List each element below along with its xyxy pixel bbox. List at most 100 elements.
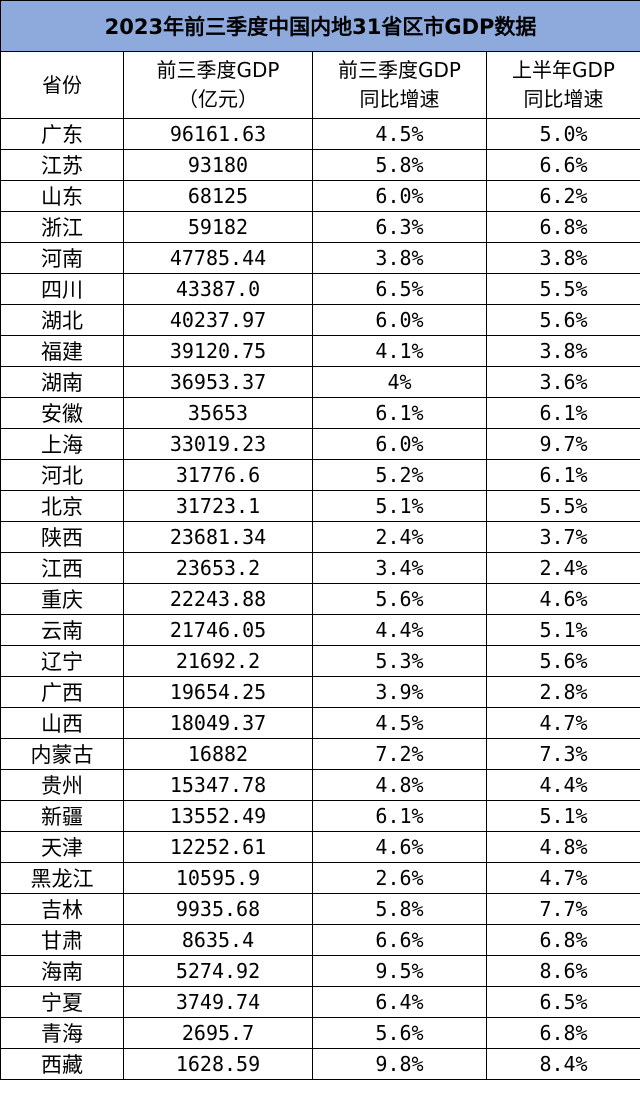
- table-row: 内蒙古 16882 7.2% 7.3%: [0, 738, 640, 770]
- cell-h1-growth: 3.7%: [485, 521, 640, 553]
- cell-q3-growth: 4.5%: [312, 118, 487, 150]
- cell-h1-growth: 4.8%: [485, 831, 640, 863]
- cell-h1-growth: 6.1%: [485, 397, 640, 429]
- cell-q3-growth: 4.6%: [312, 831, 487, 863]
- cell-province: 浙江: [0, 211, 124, 243]
- cell-province: 湖北: [0, 304, 124, 336]
- cell-h1-growth: 6.1%: [485, 459, 640, 491]
- cell-gdp: 93180: [123, 149, 313, 181]
- cell-gdp: 23653.2: [123, 552, 313, 584]
- cell-province: 江西: [0, 552, 124, 584]
- cell-province: 黑龙江: [0, 862, 124, 894]
- table-row: 海南 5274.92 9.5% 8.6%: [0, 955, 640, 987]
- cell-q3-growth: 4.4%: [312, 614, 487, 646]
- header-province-label: 省份: [42, 72, 82, 97]
- table-row: 江苏 93180 5.8% 6.6%: [0, 149, 640, 181]
- cell-province: 辽宁: [0, 645, 124, 677]
- table-row: 福建 39120.75 4.1% 3.8%: [0, 335, 640, 367]
- cell-q3-growth: 6.1%: [312, 397, 487, 429]
- cell-gdp: 31723.1: [123, 490, 313, 522]
- header-gdp-line2: （亿元）: [178, 87, 258, 111]
- cell-gdp: 21746.05: [123, 614, 313, 646]
- table-row: 黑龙江 10595.9 2.6% 4.7%: [0, 862, 640, 894]
- cell-province: 广西: [0, 676, 124, 708]
- cell-province: 福建: [0, 335, 124, 367]
- table-row: 陕西 23681.34 2.4% 3.7%: [0, 521, 640, 553]
- cell-province: 宁夏: [0, 986, 124, 1018]
- header-q3-growth-line1: 前三季度GDP: [338, 58, 461, 82]
- table-row: 北京 31723.1 5.1% 5.5%: [0, 490, 640, 522]
- cell-h1-growth: 5.0%: [485, 118, 640, 150]
- title-row: 2023年前三季度中国内地31省区市GDP数据: [0, 0, 640, 52]
- cell-h1-growth: 6.2%: [485, 180, 640, 212]
- cell-h1-growth: 3.8%: [485, 242, 640, 274]
- cell-h1-growth: 2.4%: [485, 552, 640, 584]
- header-q3-growth: 前三季度GDP 同比增速: [312, 51, 487, 119]
- cell-h1-growth: 8.4%: [485, 1048, 640, 1080]
- cell-q3-growth: 2.6%: [312, 862, 487, 894]
- cell-gdp: 31776.6: [123, 459, 313, 491]
- cell-province: 青海: [0, 1017, 124, 1049]
- table-row: 上海 33019.23 6.0% 9.7%: [0, 428, 640, 460]
- table-row: 山西 18049.37 4.5% 4.7%: [0, 707, 640, 739]
- table-row: 江西 23653.2 3.4% 2.4%: [0, 552, 640, 584]
- cell-gdp: 15347.78: [123, 769, 313, 801]
- header-province: 省份: [0, 51, 124, 119]
- cell-q3-growth: 6.4%: [312, 986, 487, 1018]
- cell-h1-growth: 4.4%: [485, 769, 640, 801]
- cell-q3-growth: 3.4%: [312, 552, 487, 584]
- cell-province: 天津: [0, 831, 124, 863]
- table-row: 重庆 22243.88 5.6% 4.6%: [0, 583, 640, 615]
- cell-province: 新疆: [0, 800, 124, 832]
- cell-h1-growth: 6.5%: [485, 986, 640, 1018]
- table-row: 四川 43387.0 6.5% 5.5%: [0, 273, 640, 305]
- table-row: 云南 21746.05 4.4% 5.1%: [0, 614, 640, 646]
- cell-h1-growth: 4.7%: [485, 862, 640, 894]
- table-title: 2023年前三季度中国内地31省区市GDP数据: [0, 0, 640, 52]
- table-row: 广西 19654.25 3.9% 2.8%: [0, 676, 640, 708]
- cell-q3-growth: 5.8%: [312, 149, 487, 181]
- cell-gdp: 3749.74: [123, 986, 313, 1018]
- cell-h1-growth: 5.5%: [485, 490, 640, 522]
- cell-q3-growth: 2.4%: [312, 521, 487, 553]
- cell-province: 重庆: [0, 583, 124, 615]
- table-row: 新疆 13552.49 6.1% 5.1%: [0, 800, 640, 832]
- cell-gdp: 59182: [123, 211, 313, 243]
- cell-gdp: 22243.88: [123, 583, 313, 615]
- cell-province: 山东: [0, 180, 124, 212]
- cell-province: 甘肃: [0, 924, 124, 956]
- cell-q3-growth: 9.8%: [312, 1048, 487, 1080]
- cell-gdp: 1628.59: [123, 1048, 313, 1080]
- cell-gdp: 5274.92: [123, 955, 313, 987]
- header-h1-growth-line1: 上半年GDP: [512, 58, 615, 82]
- cell-gdp: 2695.7: [123, 1017, 313, 1049]
- table-row: 安徽 35653 6.1% 6.1%: [0, 397, 640, 429]
- table-row: 河南 47785.44 3.8% 3.8%: [0, 242, 640, 274]
- cell-gdp: 9935.68: [123, 893, 313, 925]
- cell-h1-growth: 4.7%: [485, 707, 640, 739]
- cell-province: 广东: [0, 118, 124, 150]
- cell-province: 河南: [0, 242, 124, 274]
- cell-province: 北京: [0, 490, 124, 522]
- cell-q3-growth: 3.8%: [312, 242, 487, 274]
- table-row: 贵州 15347.78 4.8% 4.4%: [0, 769, 640, 801]
- cell-q3-growth: 6.1%: [312, 800, 487, 832]
- table-body: 广东 96161.63 4.5% 5.0% 江苏 93180 5.8% 6.6% 山东 68125…: [0, 118, 640, 1080]
- cell-gdp: 13552.49: [123, 800, 313, 832]
- cell-h1-growth: 5.6%: [485, 304, 640, 336]
- cell-province: 上海: [0, 428, 124, 460]
- cell-q3-growth: 6.0%: [312, 180, 487, 212]
- cell-gdp: 40237.97: [123, 304, 313, 336]
- cell-gdp: 43387.0: [123, 273, 313, 305]
- cell-gdp: 23681.34: [123, 521, 313, 553]
- cell-q3-growth: 5.2%: [312, 459, 487, 491]
- cell-q3-growth: 6.0%: [312, 304, 487, 336]
- cell-q3-growth: 4.5%: [312, 707, 487, 739]
- table-row: 吉林 9935.68 5.8% 7.7%: [0, 893, 640, 925]
- table-row: 西藏 1628.59 9.8% 8.4%: [0, 1048, 640, 1080]
- cell-province: 安徽: [0, 397, 124, 429]
- cell-province: 贵州: [0, 769, 124, 801]
- header-h1-growth-line2: 同比增速: [523, 87, 604, 111]
- cell-h1-growth: 3.6%: [485, 366, 640, 398]
- cell-q3-growth: 5.6%: [312, 1017, 487, 1049]
